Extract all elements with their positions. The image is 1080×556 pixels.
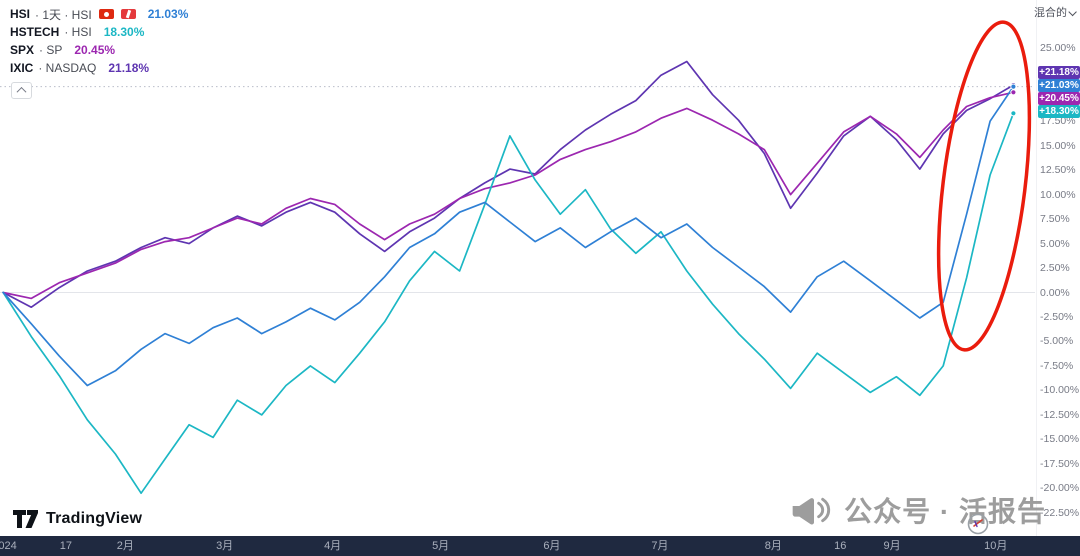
hk-flag-icon — [98, 9, 114, 19]
series-endpoint-hstech — [1010, 110, 1017, 117]
time-axis-label: 16 — [834, 540, 847, 552]
legend-symbol: IXIC — [10, 61, 34, 75]
price-axis-label: 25.00% — [1040, 41, 1076, 54]
series-endpoint-hsi — [1010, 83, 1017, 90]
series-line-ixic[interactable] — [2, 60, 1015, 309]
legend-change-value: 20.45% — [74, 43, 116, 57]
exchange-flag-icon — [120, 9, 136, 19]
time-axis-label: 5月 — [432, 540, 450, 552]
tradingview-wordmark: TradingView — [46, 510, 143, 527]
tradingview-logo-link[interactable]: TradingView — [12, 509, 142, 529]
price-axis-label: -7.50% — [1040, 359, 1074, 372]
price-axis-label: -10.00% — [1040, 384, 1080, 397]
legend-row-hstech[interactable]: HSTECH · HSI 18.30% — [10, 23, 188, 41]
watermark: 公众号 · 活报告 — [788, 490, 1046, 530]
price-axis-label: -20.00% — [1040, 482, 1080, 495]
legend-row-spx[interactable]: SPX · SP 20.45% — [10, 41, 188, 59]
price-axis-label: 7.50% — [1040, 213, 1070, 226]
chart-canvas[interactable] — [0, 0, 1080, 536]
price-axis-label: 12.50% — [1040, 164, 1076, 177]
tradingview-mark-icon — [13, 510, 38, 528]
price-axis-label: 5.00% — [1040, 237, 1070, 250]
watermark-text: 公众号 · 活报告 — [844, 496, 1046, 527]
legend-row-hsi[interactable]: HSI · 1天 · HSI 21.03% — [10, 5, 188, 23]
price-badge-ixic: +21.18% — [1038, 65, 1080, 79]
megaphone-icon — [792, 497, 831, 525]
time-axis-label: 4月 — [324, 540, 342, 552]
price-axis[interactable]: 25.00%22.50%20.00%17.50%15.00%12.50%10.0… — [1036, 0, 1080, 536]
price-axis-label: 2.50% — [1040, 262, 1070, 274]
price-axis-label: -15.00% — [1040, 433, 1080, 446]
time-axis-label: 3月 — [216, 540, 234, 552]
time-axis-label: 10月 — [984, 540, 1008, 552]
legend-collapse-button[interactable] — [11, 82, 32, 99]
price-badge-hsi: +21.03% — [1038, 78, 1080, 92]
legend-detail: · HSI — [64, 25, 92, 39]
price-axis-label: -5.00% — [1040, 335, 1074, 348]
series-line-spx[interactable] — [2, 91, 1015, 300]
legend-detail: · NASDAQ — [38, 61, 97, 75]
chevron-down-icon — [1068, 7, 1077, 17]
price-badge-spx: +20.45% — [1038, 91, 1080, 105]
scale-mode-label: 混合的 — [1034, 7, 1067, 19]
series-line-hstech[interactable] — [2, 112, 1015, 495]
price-axis-label: 15.00% — [1040, 139, 1076, 152]
series-endpoint-spx — [1010, 89, 1017, 96]
price-axis-label: 10.00% — [1040, 188, 1076, 201]
legend-row-ixic[interactable]: IXIC · NASDAQ 21.18% — [10, 59, 188, 77]
legend-detail: · 1天 · HSI — [35, 7, 92, 22]
legend-change-value: 21.03% — [147, 7, 189, 21]
series-line-hsi[interactable] — [2, 85, 1015, 387]
annotation-ellipse — [936, 20, 1032, 352]
price-axis-label: -2.50% — [1040, 311, 1074, 323]
time-axis-label: 17 — [59, 540, 72, 552]
price-axis-label: 0.00% — [1040, 286, 1070, 299]
price-axis-label: -12.50% — [1040, 408, 1080, 421]
price-axis-label: -17.50% — [1040, 457, 1080, 470]
time-axis-label: 9月 — [883, 540, 901, 552]
price-axis-label: 17.50% — [1040, 115, 1076, 128]
legend: HSI · 1天 · HSI 21.03% HSTECH · HSI 18.30% SPX ·… — [10, 5, 188, 99]
legend-symbol: HSTECH — [10, 25, 60, 39]
time-axis-label: 2月 — [116, 540, 134, 552]
price-axis-label: -22.50% — [1040, 506, 1080, 519]
seal-icon — [967, 513, 989, 535]
time-axis-label: 024 — [0, 540, 17, 552]
time-axis-label: 6月 — [543, 540, 561, 552]
time-axis-label: 7月 — [651, 540, 669, 552]
price-badge-hstech: +18.30% — [1038, 104, 1080, 118]
time-axis-label: 8月 — [764, 540, 782, 552]
legend-symbol: SPX — [10, 43, 35, 57]
legend-detail: · SP — [39, 43, 63, 57]
legend-symbol: HSI — [10, 7, 31, 21]
scale-mode-dropdown[interactable]: 混合的 — [1034, 4, 1077, 20]
legend-change-value: 21.18% — [108, 61, 150, 75]
chevron-up-icon — [16, 86, 27, 97]
time-axis[interactable]: 024 17 2月 3月 4月 5月 6月 7月 8月 16 9月 10月 — [0, 536, 1080, 556]
legend-change-value: 18.30% — [103, 25, 145, 39]
